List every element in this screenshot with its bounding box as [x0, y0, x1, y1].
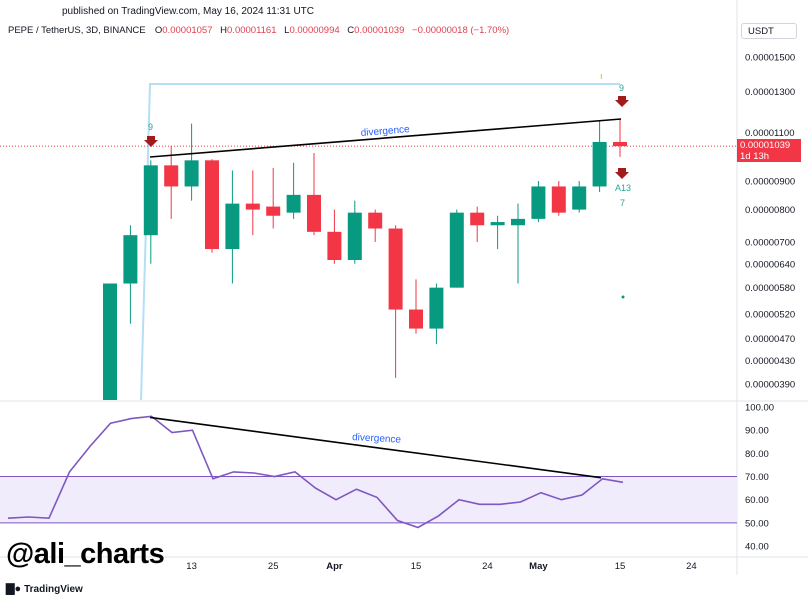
symbol-info-line: PEPE / TetherUS, 3D, BINANCE O0.00001057… [8, 25, 514, 36]
candle-body [449, 212, 464, 288]
time-axis-tick: May [529, 561, 548, 572]
candle-body [613, 141, 627, 147]
candle-body [592, 141, 607, 187]
candle-body [429, 287, 444, 329]
ohlc-low-label: L [284, 25, 290, 36]
signal-dot [621, 295, 625, 299]
candle-body [531, 186, 546, 219]
time-axis-tick: 25 [268, 561, 279, 572]
rsi-axis-tick: 70.00 [745, 472, 769, 483]
price-axis-tick: 0.00001100 [745, 128, 795, 139]
price-axis-tick: 0.00000640 [745, 259, 795, 270]
td-count-label: 7 [620, 198, 625, 208]
time-axis-tick: 24 [482, 561, 493, 572]
time-axis-tick: 24 [686, 561, 697, 572]
candle-body [286, 194, 301, 213]
tradingview-logo-icon: ▇● [6, 583, 22, 595]
candle-countdown: 1d 13h [740, 151, 770, 162]
candle-body [245, 203, 260, 210]
ohlc-low-value: 0.00000994 [289, 25, 340, 36]
rsi-axis-tick: 80.00 [745, 449, 769, 460]
highlight-path [140, 83, 620, 401]
last-price-value: 0.00001039 [740, 140, 791, 151]
price-axis-tick: 0.00000430 [745, 356, 795, 367]
candle-body [266, 206, 281, 216]
time-axis-tick: Apr [326, 561, 343, 572]
price-change: −0.00000018 (−1.70%) [412, 25, 510, 36]
price-axis-tick: 0.00001300 [745, 87, 795, 98]
candle-body [409, 309, 423, 329]
tradingview-logo-text: TradingView [24, 584, 83, 595]
rsi-trendline [149, 416, 602, 479]
candle-body [307, 194, 321, 232]
time-axis-tick: 13 [186, 561, 197, 572]
rsi-axis-tick: 60.00 [745, 495, 769, 506]
price-axis-tick: 0.00000580 [745, 283, 795, 294]
ohlc-close-label: C [347, 25, 355, 36]
price-axis-tick: 0.00000800 [745, 205, 795, 216]
rsi-band [0, 476, 737, 523]
candle-body [184, 160, 199, 187]
rsi-divergence-label: divergence [352, 432, 402, 446]
sell-arrow-icon [615, 168, 629, 179]
candle-body [347, 212, 362, 260]
published-note: published on TradingView.com, May 16, 20… [62, 6, 315, 17]
td-count-label: A13 [615, 183, 631, 193]
candle-body [225, 203, 240, 250]
rsi-axis-tick: 100.00 [745, 403, 774, 414]
price-axis-tick: 0.00001500 [745, 53, 795, 64]
rsi-axis-tick: 40.00 [745, 542, 769, 553]
candle-body [388, 228, 403, 310]
symbol-title[interactable]: PEPE / TetherUS, 3D, BINANCE [8, 25, 146, 36]
candle-body [143, 165, 158, 236]
candle-body [551, 186, 566, 213]
candle-body [511, 218, 525, 226]
price-axis-tick: 0.00000520 [745, 310, 795, 321]
candle-body [368, 212, 383, 229]
candle-body [205, 160, 219, 250]
candle-body [572, 186, 587, 210]
price-axis-tick: 0.00000470 [745, 334, 795, 345]
sell-arrow-icon [615, 96, 629, 107]
price-axis-tick: 0.00000700 [745, 238, 795, 249]
candle-body [470, 212, 485, 226]
td-count-label: 9 [619, 83, 624, 93]
candle-body [327, 231, 342, 260]
ohlc-open-value: 0.00001057 [162, 25, 213, 36]
ohlc-open-label: O [154, 25, 163, 36]
candle-body [164, 165, 179, 187]
price-axis-tick: 0.00000390 [745, 380, 795, 391]
rsi-line [7, 415, 624, 529]
price-trendline [149, 118, 622, 158]
td-count-label: 9 [148, 122, 153, 132]
price-axis-tick: 0.00000900 [745, 177, 795, 188]
candle-body [123, 235, 138, 284]
ohlc-high-value: 0.00001161 [227, 25, 277, 36]
ohlc-close-value: 0.00001039 [354, 25, 405, 36]
price-divergence-label: divergence [360, 124, 410, 139]
currency-selector[interactable]: USDT [741, 23, 797, 39]
author-watermark: @ali_charts [6, 538, 165, 570]
orange-marker: ı [600, 71, 603, 81]
tradingview-logo[interactable]: ▇● TradingView [6, 582, 83, 595]
last-price-tag: 0.00001039 1d 13h [737, 139, 801, 162]
ohlc-high-label: H [220, 25, 228, 36]
rsi-axis-tick: 90.00 [745, 426, 769, 437]
time-axis-tick: 15 [411, 561, 422, 572]
candle-body [103, 283, 117, 400]
rsi-axis-tick: 50.00 [745, 518, 769, 529]
sell-arrow-icon [144, 136, 158, 147]
time-axis-tick: 15 [615, 561, 626, 572]
candle-body [490, 222, 505, 226]
